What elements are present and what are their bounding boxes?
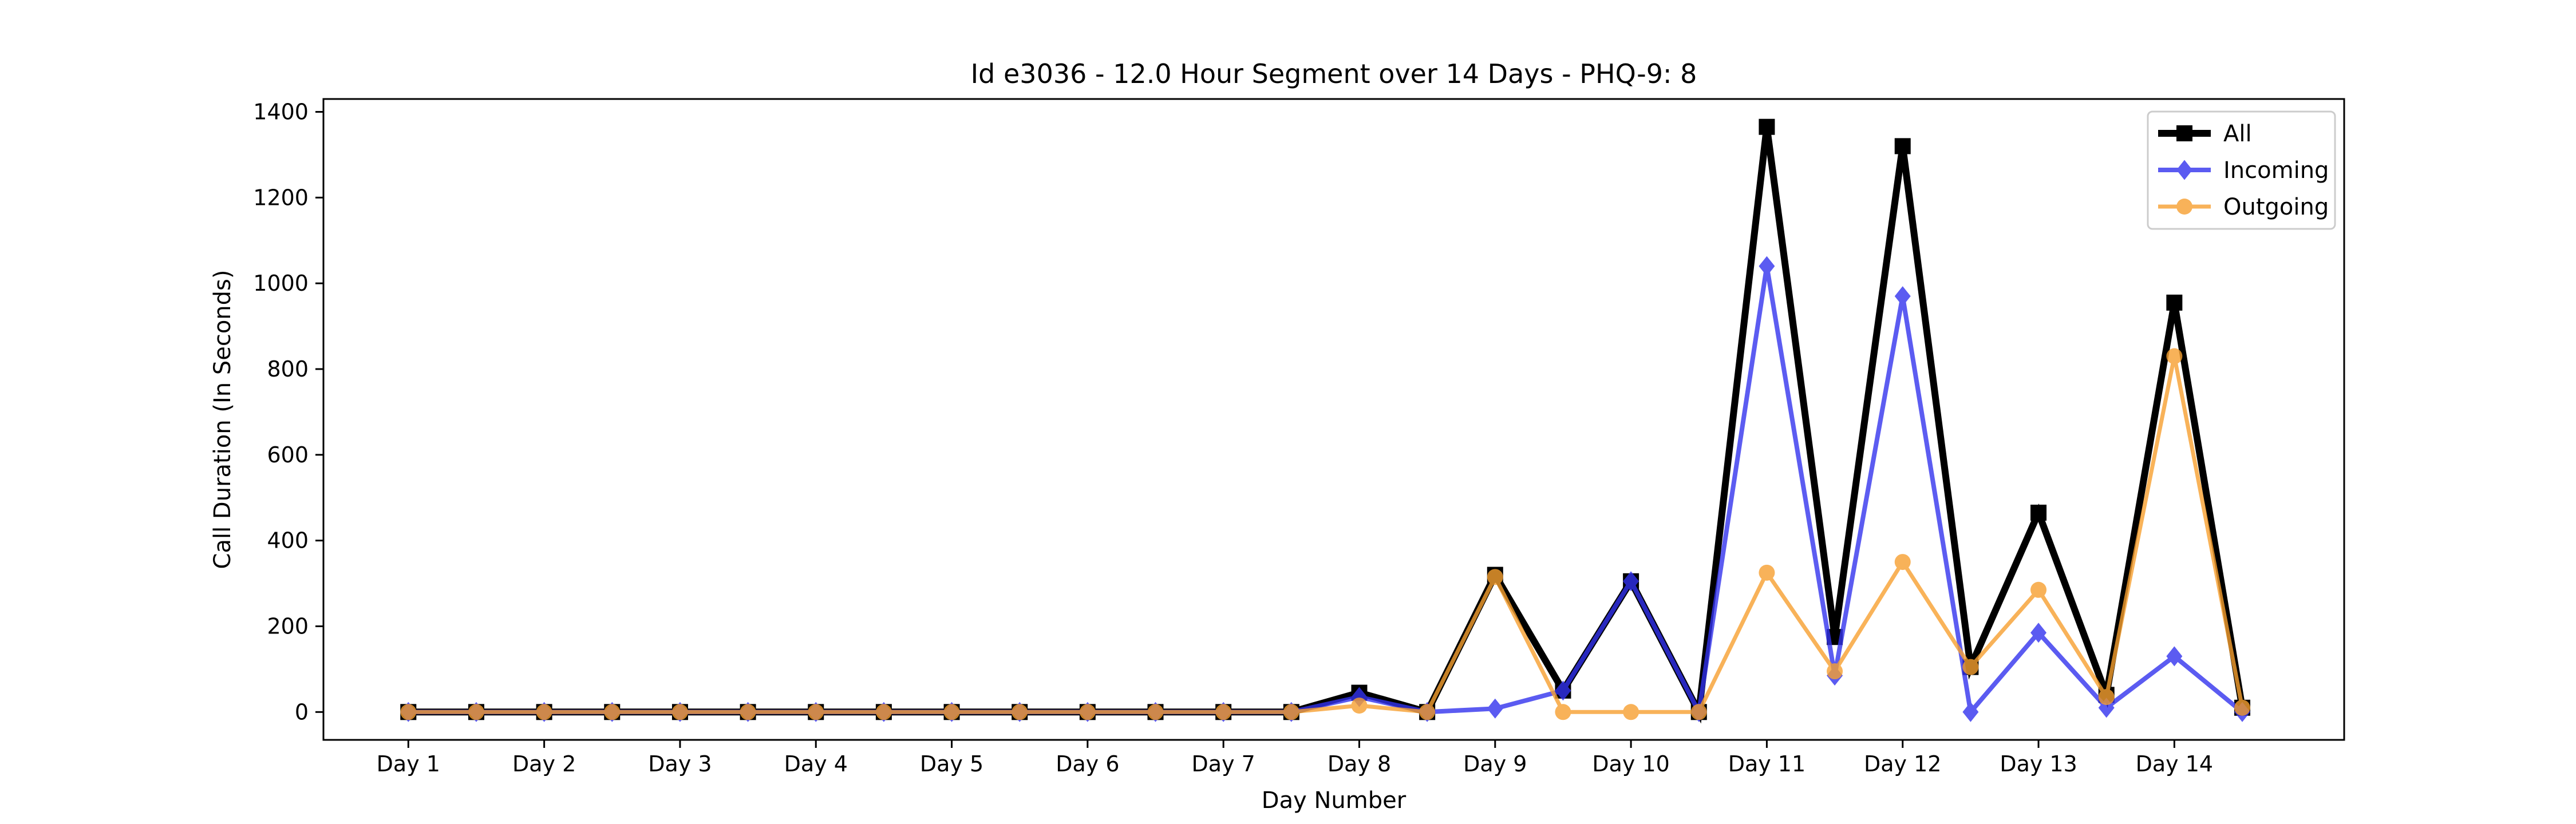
series-line-all — [408, 126, 2246, 724]
y-tick-label: 200 — [267, 613, 309, 639]
point-incoming — [1487, 698, 1503, 719]
series-incoming — [400, 256, 2251, 722]
point-outgoing — [1555, 704, 1571, 720]
point-outgoing — [875, 704, 892, 720]
point-outgoing — [1147, 704, 1164, 720]
point-outgoing — [740, 704, 756, 720]
legend-label-incoming: Incoming — [2223, 157, 2329, 184]
legend-box — [2147, 110, 2336, 230]
point-all — [2166, 294, 2183, 311]
point-outgoing — [1079, 704, 1096, 720]
legend-marker-all — [2176, 125, 2192, 141]
y-tick-label: 600 — [267, 442, 309, 468]
x-tick-label: Day 14 — [2136, 751, 2213, 777]
point-outgoing — [1419, 704, 1436, 720]
point-incoming — [2030, 623, 2047, 643]
point-outgoing — [1759, 564, 1775, 581]
point-all — [1894, 138, 1911, 154]
legend-item-outgoing — [2158, 199, 2211, 215]
series-line-outgoing — [408, 355, 2245, 715]
point-outgoing — [1894, 554, 1911, 571]
x-tick-label: Day 1 — [377, 751, 440, 777]
point-incoming — [1623, 571, 1639, 592]
point-incoming — [1759, 256, 1775, 276]
y-tick-label: 400 — [267, 528, 309, 553]
x-tick-label: Day 9 — [1463, 751, 1527, 777]
chart-title: Id e3036 - 12.0 Hour Segment over 14 Day… — [971, 58, 1697, 89]
plot-frame — [322, 98, 2345, 741]
point-incoming — [1894, 286, 1911, 307]
x-tick-label: Day 7 — [1192, 751, 1255, 777]
series-outgoing — [400, 348, 2251, 720]
point-outgoing — [604, 704, 621, 720]
y-tick-label: 1000 — [253, 271, 309, 296]
point-all — [1759, 118, 1775, 135]
point-outgoing — [1623, 704, 1639, 720]
point-outgoing — [943, 704, 960, 720]
point-all — [2030, 504, 2047, 521]
point-outgoing — [400, 704, 417, 720]
point-outgoing — [2166, 348, 2183, 365]
legend-label-all: All — [2223, 121, 2252, 147]
point-outgoing — [1351, 698, 1368, 714]
point-outgoing — [1827, 663, 1843, 680]
y-tick-label: 1400 — [253, 99, 309, 124]
legend-label-outgoing: Outgoing — [2223, 194, 2329, 220]
point-outgoing — [1283, 704, 1299, 720]
point-outgoing — [1690, 704, 1707, 720]
x-tick-label: Day 8 — [1327, 751, 1391, 777]
point-incoming — [2166, 646, 2183, 667]
x-tick-label: Day 6 — [1056, 751, 1119, 777]
point-outgoing — [1215, 704, 1232, 720]
x-tick-label: Day 10 — [1592, 751, 1669, 777]
point-outgoing — [536, 704, 552, 720]
point-outgoing — [2098, 689, 2115, 706]
y-axis-label: Call Duration (In Seconds) — [210, 270, 236, 569]
point-outgoing — [808, 704, 824, 720]
point-outgoing — [1012, 704, 1028, 720]
y-tick-label: 0 — [295, 699, 309, 724]
x-tick-label: Day 4 — [784, 751, 848, 777]
point-outgoing — [671, 704, 688, 720]
point-outgoing — [2030, 581, 2047, 598]
y-tick-label: 1200 — [253, 185, 309, 210]
x-tick-label: Day 11 — [1728, 751, 1805, 777]
x-tick-label: Day 12 — [1864, 751, 1941, 777]
legend-item-incoming — [2158, 160, 2211, 180]
point-outgoing — [2234, 699, 2251, 716]
legend-marker-outgoing — [2176, 199, 2192, 215]
series-all — [400, 118, 2251, 724]
x-tick-label: Day 2 — [512, 751, 576, 777]
point-outgoing — [1962, 659, 1979, 675]
point-incoming — [1962, 702, 1979, 722]
point-incoming — [1555, 680, 1571, 701]
x-tick-label: Day 13 — [2000, 751, 2077, 777]
legend-marker-incoming — [2176, 160, 2192, 180]
axis-ticks: 0 200 400 600 800 1000 1200 1400 Day 1 Day 2 Day 3… — [253, 99, 2213, 777]
y-tick-label: 800 — [267, 356, 309, 382]
series-layer — [400, 118, 2251, 724]
x-axis-label: Day Number — [1262, 787, 1406, 814]
point-outgoing — [468, 704, 484, 720]
legend: All Incoming Outgoing — [2147, 110, 2336, 230]
legend-item-all — [2158, 125, 2211, 141]
point-outgoing — [1487, 569, 1503, 585]
x-tick-label: Day 5 — [920, 751, 983, 777]
x-tick-label: Day 3 — [648, 751, 712, 777]
